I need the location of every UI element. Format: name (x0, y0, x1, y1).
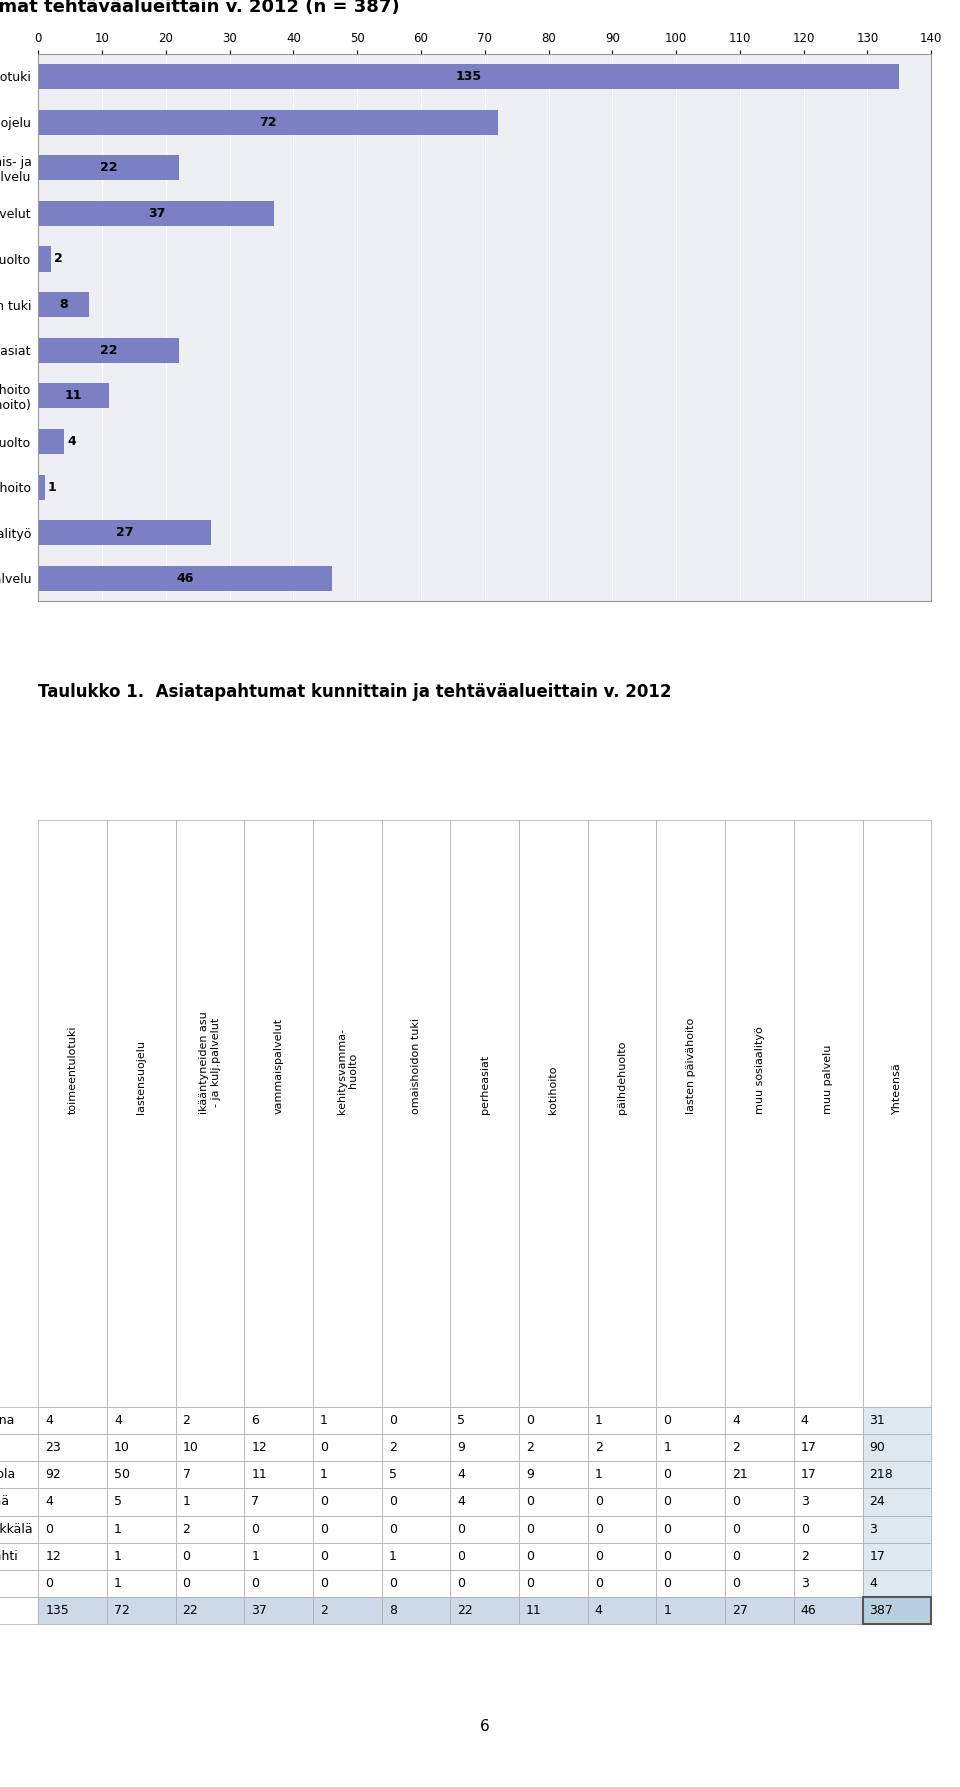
Text: 135: 135 (456, 70, 482, 82)
Text: 1: 1 (48, 481, 57, 493)
Bar (38, 384, 108, 409)
Text: 22: 22 (100, 343, 117, 357)
Text: 8: 8 (60, 298, 68, 311)
Bar (38, 247, 51, 272)
Text: Kuva 1.  Asiatapahtumat tehtäväalueittain v. 2012 (n = 387): Kuva 1. Asiatapahtumat tehtäväalueittain… (0, 0, 400, 16)
Bar (38, 291, 89, 316)
Text: 37: 37 (148, 207, 165, 220)
Text: 27: 27 (116, 527, 133, 540)
Bar (38, 338, 179, 363)
Bar (38, 200, 275, 225)
Bar (38, 155, 179, 180)
Bar (38, 64, 900, 89)
Bar (38, 429, 64, 454)
Bar (38, 520, 210, 545)
Bar (38, 475, 45, 500)
Bar (38, 566, 332, 591)
Text: 72: 72 (259, 116, 276, 129)
Text: Taulukko 1.  Asiatapahtumat kunnittain ja tehtäväalueittain v. 2012: Taulukko 1. Asiatapahtumat kunnittain ja… (38, 683, 672, 701)
Text: 2: 2 (55, 252, 63, 266)
Text: 4: 4 (67, 434, 76, 449)
Bar (38, 109, 497, 134)
Text: 46: 46 (177, 572, 194, 584)
Text: 22: 22 (100, 161, 117, 173)
Text: 6: 6 (480, 1719, 490, 1733)
Text: 11: 11 (64, 390, 83, 402)
